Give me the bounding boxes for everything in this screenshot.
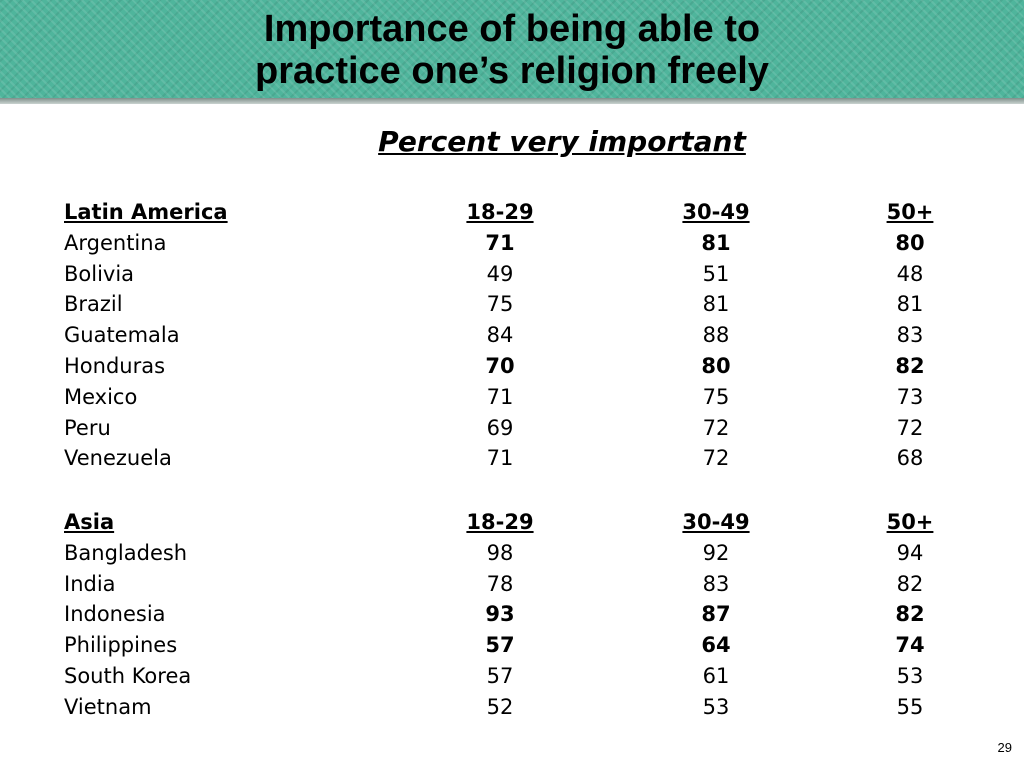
value-18-29: 98 <box>486 540 514 565</box>
page-number: 29 <box>997 740 1012 755</box>
value-30-49: 80 <box>701 353 731 378</box>
value-50-plus: 80 <box>895 230 925 255</box>
value-30-49: 92 <box>702 540 730 565</box>
country-name: India <box>64 571 116 596</box>
value-18-29: 75 <box>486 292 514 317</box>
value-18-29: 57 <box>486 663 514 688</box>
table-row: Philippines 57 64 74 <box>0 630 1024 661</box>
region-header: Latin America <box>64 200 228 224</box>
country-name: Bolivia <box>64 261 135 286</box>
country-name: Philippines <box>64 633 178 658</box>
value-18-29: 57 <box>485 633 515 658</box>
value-30-49: 61 <box>702 663 730 688</box>
value-30-49: 88 <box>702 323 730 348</box>
country-name: Mexico <box>64 384 138 409</box>
table-row: Peru 69 72 72 <box>0 413 1024 444</box>
country-name: Honduras <box>64 353 166 378</box>
value-50-plus: 82 <box>895 602 925 627</box>
slide-subtitle: Percent very important <box>378 125 746 158</box>
column-header-50-plus: 50+ <box>886 510 934 534</box>
value-30-49: 87 <box>701 602 731 627</box>
value-30-49: 81 <box>702 292 730 317</box>
value-30-49: 53 <box>702 694 730 719</box>
column-header-18-29: 18-29 <box>466 510 534 534</box>
value-30-49: 81 <box>701 230 731 255</box>
value-30-49: 83 <box>702 571 730 596</box>
value-50-plus: 82 <box>895 353 925 378</box>
value-50-plus: 81 <box>896 292 924 317</box>
table-row: South Korea 57 61 53 <box>0 661 1024 692</box>
slide-title-line-1: Importance of being able to <box>263 8 761 50</box>
latin-america-table: Latin America 18-29 30-49 50+ Argentina … <box>0 197 1024 474</box>
country-name: Guatemala <box>64 323 180 348</box>
country-name: Vietnam <box>64 694 152 719</box>
value-50-plus: 83 <box>896 323 924 348</box>
value-50-plus: 53 <box>896 663 924 688</box>
value-50-plus: 55 <box>896 694 924 719</box>
table-row: Honduras 70 80 82 <box>0 351 1024 382</box>
value-18-29: 93 <box>485 602 515 627</box>
value-18-29: 71 <box>486 446 514 471</box>
table-row: India 78 83 82 <box>0 569 1024 600</box>
table-row: Brazil 75 81 81 <box>0 289 1024 320</box>
country-name: Brazil <box>64 292 123 317</box>
region-header: Asia <box>64 510 115 534</box>
column-header-30-49: 30-49 <box>682 200 750 224</box>
value-50-plus: 94 <box>896 540 924 565</box>
slide-title: Importance of being able to practice one… <box>0 8 1024 92</box>
value-18-29: 49 <box>486 261 514 286</box>
value-18-29: 84 <box>486 323 514 348</box>
column-header-50-plus: 50+ <box>886 200 934 224</box>
column-header-18-29: 18-29 <box>466 200 534 224</box>
column-header-30-49: 30-49 <box>682 510 750 534</box>
country-name: South Korea <box>64 663 192 688</box>
value-18-29: 69 <box>486 415 514 440</box>
country-name: Indonesia <box>64 602 166 627</box>
title-banner <box>0 0 1024 98</box>
value-18-29: 78 <box>486 571 514 596</box>
banner-divider <box>0 98 1024 104</box>
table-row: Guatemala 84 88 83 <box>0 320 1024 351</box>
table-row: Indonesia 93 87 82 <box>0 599 1024 630</box>
value-50-plus: 74 <box>895 633 925 658</box>
table-row: Bangladesh 98 92 94 <box>0 538 1024 569</box>
table-row: Argentina 71 81 80 <box>0 228 1024 259</box>
value-18-29: 52 <box>486 694 514 719</box>
value-30-49: 51 <box>702 261 730 286</box>
country-name: Venezuela <box>64 446 172 471</box>
value-18-29: 71 <box>486 384 514 409</box>
value-50-plus: 68 <box>896 446 924 471</box>
value-50-plus: 48 <box>896 261 924 286</box>
slide-title-line-2: practice one’s religion freely <box>255 50 769 92</box>
table-header-row: Asia 18-29 30-49 50+ <box>0 507 1024 538</box>
country-name: Peru <box>64 415 111 440</box>
value-50-plus: 82 <box>896 571 924 596</box>
value-18-29: 71 <box>485 230 515 255</box>
value-30-49: 64 <box>701 633 731 658</box>
table-row: Venezuela 71 72 68 <box>0 443 1024 474</box>
country-name: Bangladesh <box>64 540 188 565</box>
value-50-plus: 73 <box>896 384 924 409</box>
table-header-row: Latin America 18-29 30-49 50+ <box>0 197 1024 228</box>
table-row: Vietnam 52 53 55 <box>0 692 1024 723</box>
table-row: Bolivia 49 51 48 <box>0 259 1024 290</box>
table-row: Mexico 71 75 73 <box>0 382 1024 413</box>
asia-table: Asia 18-29 30-49 50+ Bangladesh 98 92 94… <box>0 507 1024 723</box>
country-name: Argentina <box>64 230 167 255</box>
value-30-49: 72 <box>702 415 730 440</box>
value-30-49: 75 <box>702 384 730 409</box>
value-18-29: 70 <box>485 353 515 378</box>
value-30-49: 72 <box>702 446 730 471</box>
value-50-plus: 72 <box>896 415 924 440</box>
